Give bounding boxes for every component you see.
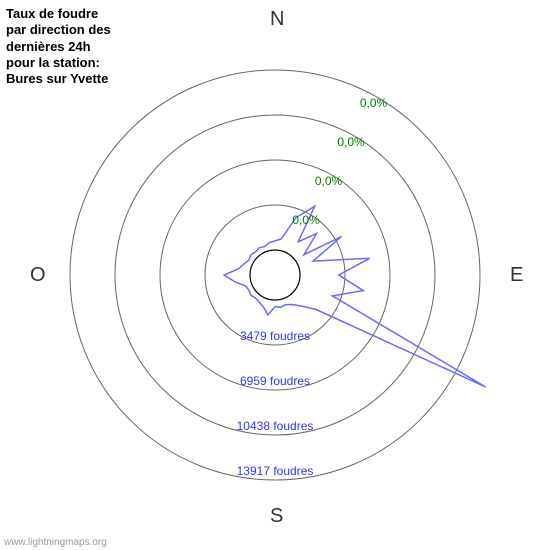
cardinal-east: E	[510, 264, 523, 287]
ring-label-bottom: 10438 foudres	[237, 419, 314, 433]
cardinal-west: O	[30, 264, 46, 287]
cardinal-north: N	[270, 8, 284, 31]
chart-title: Taux de foudre par direction des dernièr…	[6, 6, 116, 87]
ring-label-bottom: 13917 foudres	[237, 464, 314, 478]
credit-text: www.lightningmaps.org	[4, 537, 107, 548]
ring-label-top: 0,0%	[337, 135, 364, 149]
ring-label-top: 0,0%	[360, 96, 387, 110]
cardinal-south: S	[270, 505, 283, 528]
ring-label-top: 0,0%	[292, 213, 319, 227]
chart-container: Taux de foudre par direction des dernièr…	[0, 0, 550, 550]
ring-label-bottom: 3479 foudres	[240, 329, 310, 343]
ring-label-bottom: 6959 foudres	[240, 374, 310, 388]
ring-label-top: 0,0%	[315, 174, 342, 188]
